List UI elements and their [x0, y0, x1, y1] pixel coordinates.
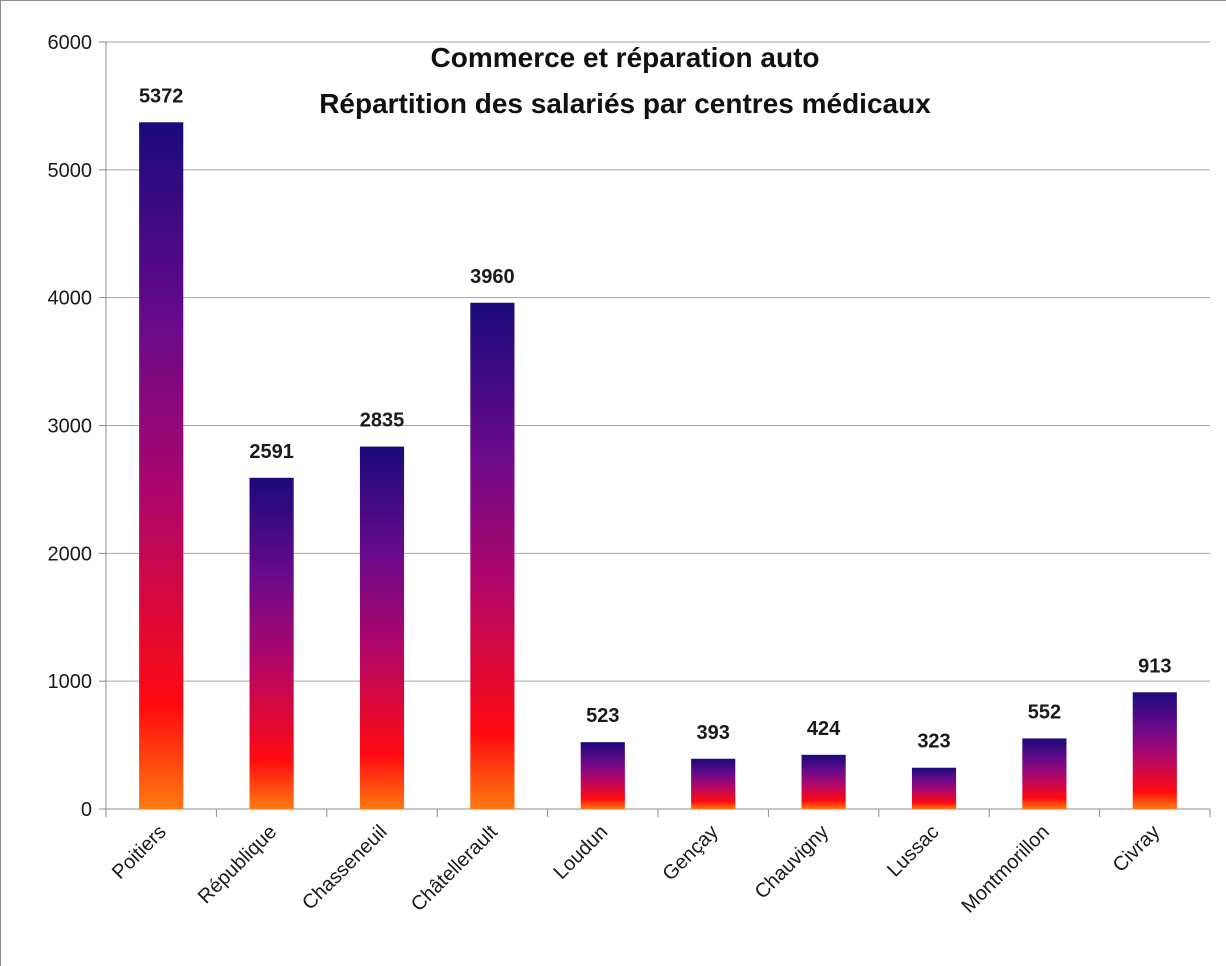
- y-tick-label: 2000: [48, 543, 93, 565]
- data-label: 2835: [360, 410, 405, 432]
- category-label: Châtellerault: [407, 821, 502, 916]
- category-label: Montmorillon: [957, 821, 1054, 918]
- bar: [359, 446, 405, 809]
- gridlines: [106, 41, 1210, 682]
- data-label: 913: [1138, 655, 1171, 677]
- category-label: Chasseneuil: [298, 821, 391, 914]
- bar: [249, 477, 294, 809]
- y-tick-label: 0: [81, 799, 92, 821]
- bar: [470, 302, 515, 809]
- y-tick-label: 1000: [48, 671, 93, 693]
- data-label: 424: [807, 718, 841, 740]
- data-label: 5372: [139, 85, 184, 107]
- data-label: 523: [586, 705, 619, 727]
- y-tick-label: 6000: [48, 32, 93, 54]
- bar: [1132, 692, 1177, 809]
- data-labels: 5372 2591 2835 3960 523 393 424 323 552 913: [139, 85, 1172, 752]
- category-label: Gençay: [658, 821, 722, 885]
- data-label: 323: [917, 731, 950, 753]
- category-label: Poitiers: [108, 821, 171, 884]
- data-label: 552: [1028, 701, 1061, 723]
- chart-title-line-1: Commerce et réparation auto: [431, 42, 820, 73]
- category-label: Lussac: [883, 821, 943, 881]
- category-label: Chauvigny: [751, 821, 833, 903]
- bar: [580, 742, 625, 809]
- bar: [691, 758, 736, 809]
- bars: [139, 122, 1177, 809]
- bar: [139, 122, 184, 809]
- y-tick-label: 3000: [48, 416, 93, 438]
- chart-title-line-2: Répartition des salariés par centres méd…: [319, 88, 931, 119]
- y-axis: 0 1000 2000 3000 4000 5000 6000: [48, 32, 107, 821]
- bar: [911, 767, 957, 809]
- category-label: Civray: [1109, 821, 1165, 877]
- data-label: 393: [697, 722, 730, 744]
- bar: [801, 754, 846, 809]
- category-label: Loudun: [550, 821, 613, 884]
- category-label: République: [194, 821, 281, 908]
- y-tick-label: 5000: [48, 160, 93, 182]
- category-labels: Poitiers République Chasseneuil Châtellerau…: [108, 821, 1164, 918]
- x-axis: [105, 808, 1211, 817]
- y-tick-label: 4000: [48, 288, 93, 310]
- chart-title: Commerce et réparation auto Répartition …: [319, 42, 931, 119]
- data-label: 3960: [470, 266, 515, 288]
- bar: [1022, 738, 1067, 809]
- data-label: 2591: [249, 441, 294, 463]
